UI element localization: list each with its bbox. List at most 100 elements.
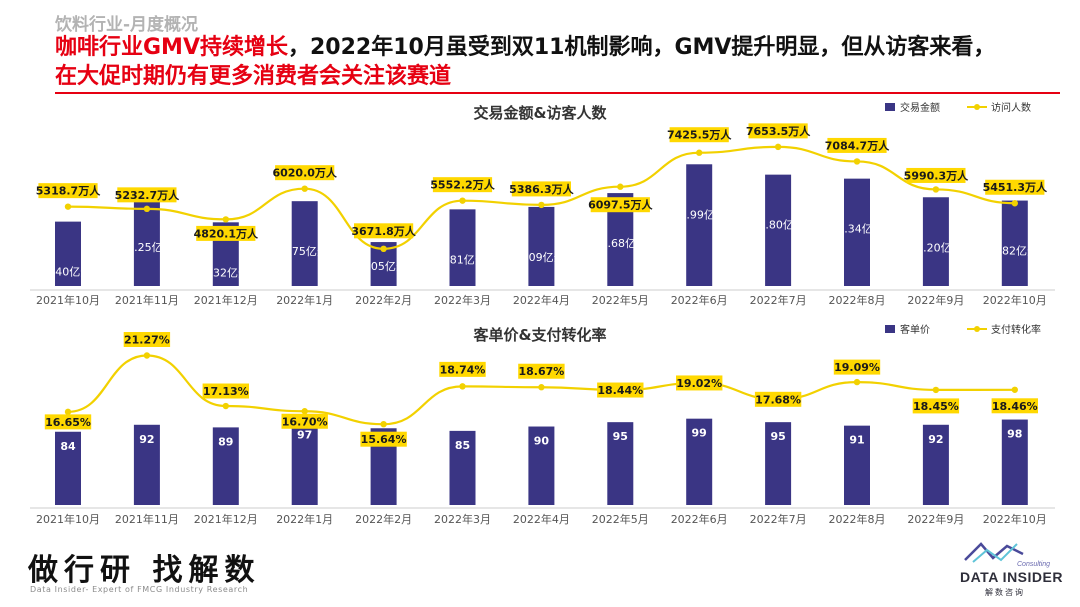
legend-line-marker-icon <box>974 104 980 110</box>
line-point <box>932 386 940 394</box>
line-value-label-bg <box>991 398 1038 414</box>
bar <box>765 174 792 286</box>
bar <box>291 420 318 505</box>
line-value-label: 6020.0万人 <box>272 166 337 180</box>
line-value-label: 18.44% <box>597 384 643 397</box>
category-label: 2022年4月 <box>513 293 570 307</box>
bar-value-label: 99 <box>692 427 707 440</box>
category-label: 2021年10月 <box>36 512 100 526</box>
bar-value-label: 10.68亿元 <box>594 237 648 250</box>
category-label: 2021年12月 <box>194 293 258 307</box>
bar-value-label: 91 <box>849 434 864 447</box>
line-value-label: 7084.7万人 <box>825 138 890 152</box>
line-value-label-bg <box>985 179 1045 195</box>
category-label: 2022年7月 <box>750 512 807 526</box>
line-point <box>1011 386 1018 393</box>
headline-divider <box>55 92 1060 94</box>
line-value-label-bg <box>590 197 650 213</box>
line-point <box>64 408 72 416</box>
line-value-label-bg <box>360 431 407 447</box>
legend-bar-swatch-icon <box>885 325 895 333</box>
line-value-label: 16.70% <box>282 415 328 428</box>
bar-value-label: 9.09亿元 <box>518 251 565 264</box>
line-value-label: 3671.8万人 <box>351 224 416 238</box>
line-point <box>1011 200 1018 207</box>
line-point <box>380 420 387 428</box>
category-label: 2022年6月 <box>671 293 728 307</box>
line-point <box>459 197 466 204</box>
line-value-label-bg <box>202 383 249 399</box>
bar-value-label: 95 <box>770 430 785 443</box>
category-label: 2022年6月 <box>671 512 728 526</box>
line-value-label: 18.45% <box>913 400 959 413</box>
bar-value-label: 97 <box>297 428 312 441</box>
chart-title: 客单价&支付转化率 <box>472 326 606 344</box>
bar <box>607 422 634 505</box>
category-label: 2022年2月 <box>355 293 412 307</box>
logo-wordmark: DATA INSIDER <box>960 569 1063 585</box>
category-label: 2022年9月 <box>907 512 964 526</box>
bar <box>55 221 81 286</box>
category-label: 2021年11月 <box>115 293 179 307</box>
legend-line-label: 支付转化率 <box>991 323 1041 336</box>
bar-value-label: 9.75亿元 <box>281 245 328 258</box>
line-point <box>853 378 861 386</box>
line-value-label: 7653.5万人 <box>746 124 811 138</box>
line-point <box>222 402 229 410</box>
line-point <box>696 149 703 156</box>
bar-value-label: 12.34亿元 <box>830 223 884 236</box>
bar <box>844 178 870 286</box>
line-point <box>538 384 545 391</box>
category-label: 2021年12月 <box>194 512 258 526</box>
line-value-label: 5990.3万人 <box>904 168 969 182</box>
line-value-label: 19.02% <box>676 377 722 390</box>
line-value-label-bg <box>117 187 177 203</box>
category-label: 2022年9月 <box>907 293 964 307</box>
data-insider-logo: Consulting DATA INSIDER 解数咨询 <box>955 538 1065 600</box>
bar-value-label: 7.40亿元 <box>45 266 92 279</box>
bar <box>528 426 555 505</box>
gmv-visitors-chart: 交易金额&访客人数 交易金额 访问人数 7.40亿元 10.25亿元 7.32亿元 9.75… <box>30 101 1055 307</box>
category-label: 2022年10月 <box>983 293 1047 307</box>
line-point <box>301 185 308 192</box>
line-value-label: 4820.1万人 <box>194 226 259 240</box>
brand-slogan: 做行研 找解数 <box>28 553 261 588</box>
line-value-label-bg <box>676 375 723 391</box>
headline-line-2: 在大促时期仍有更多消费者会关注该赛道 <box>55 64 452 89</box>
category-label: 2022年8月 <box>829 512 886 526</box>
bar-value-label: 92 <box>139 433 154 446</box>
category-label: 2022年7月 <box>750 293 807 307</box>
bar-value-label: 84 <box>60 440 76 453</box>
line-value-label: 18.74% <box>440 363 486 376</box>
line-value-label-bg <box>833 359 881 375</box>
bar-value-label: 95 <box>613 430 628 443</box>
bar <box>449 209 476 286</box>
series-line <box>67 354 1015 426</box>
category-label: 2021年10月 <box>36 293 100 307</box>
bar-value-label: 10.20亿元 <box>909 241 963 254</box>
category-label: 2022年2月 <box>355 512 412 526</box>
line-value-label-bg <box>432 177 493 193</box>
logo-consulting-text: Consulting <box>1017 561 1051 568</box>
line-point <box>538 201 545 209</box>
line-value-label-bg <box>748 123 808 139</box>
bar-value-label: 7.32亿元 <box>203 266 250 279</box>
category-label: 2022年8月 <box>829 293 886 307</box>
line-value-label-bg <box>597 382 644 398</box>
bar-value-label: 8.81亿元 <box>439 253 486 266</box>
legend-bar-label: 客单价 <box>900 323 930 336</box>
line-point <box>617 183 624 190</box>
line-point <box>380 245 387 253</box>
category-label: 2022年1月 <box>276 512 333 526</box>
chart-title: 交易金额&访客人数 <box>473 104 607 122</box>
category-label: 2022年4月 <box>513 512 570 526</box>
category-label: 2022年5月 <box>592 293 649 307</box>
line-value-label: 5232.7万人 <box>115 188 180 202</box>
line-value-label: 16.65% <box>45 416 91 429</box>
line-value-label-bg <box>123 332 171 348</box>
legend-bar-swatch-icon <box>885 103 895 111</box>
line-value-label-bg <box>511 181 571 197</box>
line-value-label-bg <box>439 361 486 377</box>
bar <box>133 424 160 505</box>
bar-value-label: 90 <box>534 435 550 448</box>
